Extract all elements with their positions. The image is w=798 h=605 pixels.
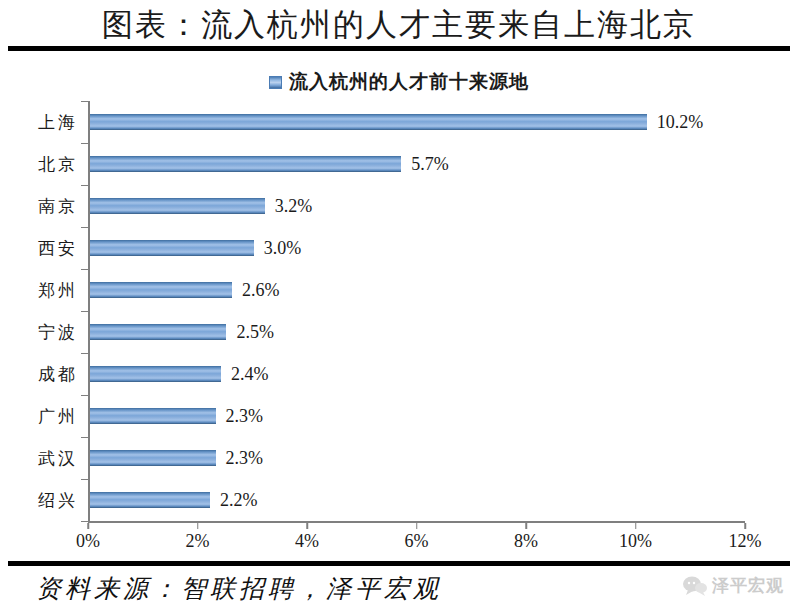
x-tick-label: 0% [76, 531, 100, 552]
y-axis-tick [81, 101, 88, 103]
footer: 资料来源：智联招聘，泽平宏观 泽平宏观 [0, 566, 798, 605]
bar [90, 408, 216, 424]
value-label: 2.5% [236, 322, 274, 343]
bar-row: 武汉2.3% [90, 437, 745, 479]
bar [90, 198, 265, 214]
y-axis-tick [81, 521, 88, 523]
category-label: 成都 [4, 363, 78, 386]
bar [90, 366, 221, 382]
value-label: 2.3% [226, 406, 264, 427]
x-axis-tick [744, 523, 746, 529]
top-divider-rule [8, 46, 790, 51]
x-tick-label: 2% [186, 531, 210, 552]
y-axis-tick [81, 353, 88, 355]
x-tick-label: 6% [405, 531, 429, 552]
bar-row: 西安3.0% [90, 227, 745, 269]
y-axis-tick [81, 479, 88, 481]
x-axis-tick [416, 523, 418, 529]
bar-row: 上海10.2% [90, 101, 745, 143]
y-axis-tick [81, 311, 88, 313]
value-label: 3.0% [264, 238, 302, 259]
category-label: 宁波 [4, 321, 78, 344]
bar [90, 492, 210, 508]
bar-row: 宁波2.5% [90, 311, 745, 353]
x-axis-tick [525, 523, 527, 529]
y-axis-tick [81, 437, 88, 439]
x-axis-tick [197, 523, 199, 529]
y-axis-tick [81, 227, 88, 229]
bar [90, 282, 232, 298]
x-axis [88, 521, 745, 529]
value-label: 2.4% [231, 364, 269, 385]
category-label: 上海 [4, 111, 78, 134]
value-label: 2.6% [242, 280, 280, 301]
category-label: 绍兴 [4, 489, 78, 512]
value-label: 3.2% [275, 196, 313, 217]
page-title: 图表：流入杭州的人才主要来自上海北京 [0, 4, 798, 46]
category-label: 武汉 [4, 447, 78, 470]
data-source-note: 资料来源：智联招聘，泽平宏观 [36, 572, 442, 605]
value-label: 5.7% [411, 154, 449, 175]
x-tick-label: 10% [619, 531, 652, 552]
bar [90, 114, 647, 130]
chart-legend: 流入杭州的人才前十来源地 [0, 71, 798, 93]
legend-label: 流入杭州的人才前十来源地 [289, 69, 529, 95]
value-label: 2.2% [220, 490, 258, 511]
bar-row: 绍兴2.2% [90, 479, 745, 521]
report-page: 图表：流入杭州的人才主要来自上海北京 流入杭州的人才前十来源地 上海10.2%北… [0, 0, 798, 605]
x-axis-tick [306, 523, 308, 529]
y-axis-tick [81, 143, 88, 145]
bar [90, 450, 216, 466]
category-label: 西安 [4, 237, 78, 260]
x-axis-labels: 0%2%4%6%8%10%12% [88, 531, 745, 555]
category-label: 广州 [4, 405, 78, 428]
bar-row: 北京5.7% [90, 143, 745, 185]
y-axis-tick [81, 185, 88, 187]
bar-row: 成都2.4% [90, 353, 745, 395]
bar [90, 324, 226, 340]
bar-chart-plot-area: 上海10.2%北京5.7%南京3.2%西安3.0%郑州2.6%宁波2.5%成都2… [88, 101, 745, 521]
x-tick-label: 12% [729, 531, 762, 552]
x-axis-tick [635, 523, 637, 529]
y-axis-tick [81, 269, 88, 271]
bar-row: 郑州2.6% [90, 269, 745, 311]
x-tick-label: 4% [295, 531, 319, 552]
watermark-text: 泽平宏观 [712, 574, 784, 597]
value-label: 10.2% [657, 112, 704, 133]
x-axis-tick [87, 523, 89, 529]
x-tick-label: 8% [514, 531, 538, 552]
category-label: 郑州 [4, 279, 78, 302]
y-axis-tick [81, 395, 88, 397]
legend-swatch-icon [269, 76, 282, 89]
chat-bubbles-icon [682, 575, 708, 597]
category-label: 北京 [4, 153, 78, 176]
bar-row: 广州2.3% [90, 395, 745, 437]
watermark: 泽平宏观 [682, 574, 784, 597]
bar [90, 240, 254, 256]
bar-row: 南京3.2% [90, 185, 745, 227]
category-label: 南京 [4, 195, 78, 218]
value-label: 2.3% [226, 448, 264, 469]
bar [90, 156, 401, 172]
